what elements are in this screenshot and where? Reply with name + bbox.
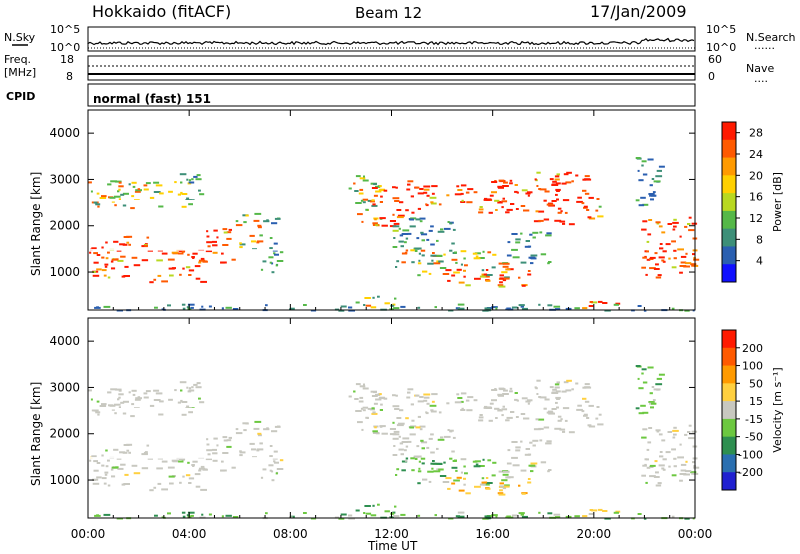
noise-tick-bottom: 10^0 <box>50 41 80 54</box>
power-panel: 1000 2000 3000 4000 Slant Range [km] 4 8 12 16… <box>29 109 784 312</box>
time-x-axis: 00:00 04:00 08:00 12:00 16:00 20:00 00:00 <box>71 110 713 541</box>
freq-left-label-1: Freq. <box>4 53 31 66</box>
y-tick-label: 2000 <box>49 219 80 233</box>
power-y-axis: 1000 2000 3000 4000 <box>49 126 695 279</box>
power-data <box>88 157 700 312</box>
cpid-value: normal (fast) 151 <box>93 92 211 106</box>
velocity-y-axis: 1000 2000 3000 4000 <box>49 334 695 487</box>
x-tick-label: 00:00 <box>71 527 106 541</box>
y-tick-label: 4000 <box>49 334 80 348</box>
y-tick-label: 4000 <box>49 126 80 140</box>
cpid-panel: CPID normal (fast) 151 <box>6 83 696 107</box>
x-tick-label: 00:00 <box>678 527 713 541</box>
colorbar-tick-label: 4 <box>756 255 763 268</box>
y-tick-label: 3000 <box>49 172 80 186</box>
colorbar-tick-label: 28 <box>749 127 763 140</box>
freq-left-label-2: [MHz] <box>4 66 36 79</box>
colorbar-tick-label: -15 <box>745 413 763 426</box>
station-title: Hokkaido (fitACF) <box>92 2 231 21</box>
nave-label: Nave <box>746 62 774 75</box>
beam-title: Beam 12 <box>355 4 422 22</box>
power-colorbar: 4 8 12 16 20 24 28 Power [dB] <box>721 121 784 283</box>
colorbar-tick-label: 20 <box>749 169 763 182</box>
colorbar-tick-label: 100 <box>742 360 763 373</box>
colorbar-label: Velocity [m s⁻¹] <box>771 367 784 452</box>
nave-line: .... <box>754 72 768 85</box>
colorbar-tick-label: 16 <box>749 191 763 204</box>
colorbar-tick-label: 15 <box>749 395 763 408</box>
freq-panel: Freq. [MHz] 18 8 60 0 Nave .... <box>4 53 774 85</box>
power-ylabel: Slant Range [km] <box>29 172 43 276</box>
noise-right-label: N.Search <box>746 31 796 44</box>
noise-tick-right-top: 10^5 <box>706 23 736 36</box>
velocity-colorbar: 200 100 50 15 -15 -50 -100 -200 Velocity [m s⁻¹] <box>721 329 784 491</box>
noise-tick-right-bottom: 10^0 <box>706 41 736 54</box>
x-tick-label: 04:00 <box>172 527 207 541</box>
colorbar-tick-label: -200 <box>738 466 763 479</box>
colorbar-tick-label: -50 <box>745 431 763 444</box>
x-tick-label: 20:00 <box>577 527 612 541</box>
noise-panel: N.Sky 10^5 10^0 10^5 10^0 N.Search .....… <box>4 23 796 54</box>
y-tick-label: 1000 <box>49 473 80 487</box>
x-tick-label: 12:00 <box>374 527 409 541</box>
velocity-ylabel: Slant Range [km] <box>29 382 43 486</box>
colorbar-label: Power [dB] <box>771 172 784 232</box>
x-axis-label: Time UT <box>367 539 418 553</box>
velocity-panel: 1000 2000 3000 4000 Slant Range [km] 200 100… <box>29 317 784 520</box>
noise-right-line: ...... <box>754 39 775 52</box>
y-tick-label: 3000 <box>49 380 80 394</box>
colorbar-tick-label: 8 <box>756 233 763 246</box>
freq-tick-left-top: 18 <box>60 53 74 66</box>
x-tick-label: 08:00 <box>273 527 308 541</box>
noise-tick-top: 10^5 <box>50 23 80 36</box>
y-tick-label: 1000 <box>49 265 80 279</box>
colorbar-tick-label: -100 <box>738 448 763 461</box>
cpid-label: CPID <box>6 90 35 103</box>
velocity-data <box>88 365 700 520</box>
noise-trace <box>87 37 695 49</box>
freq-tick-left-bottom: 8 <box>66 70 73 83</box>
x-tick-label: 16:00 <box>475 527 510 541</box>
colorbar-tick-label: 200 <box>742 342 763 355</box>
y-tick-label: 2000 <box>49 427 80 441</box>
noise-left-label: N.Sky <box>4 31 36 44</box>
freq-tick-right-top: 60 <box>708 53 722 66</box>
colorbar-tick-label: 50 <box>749 377 763 390</box>
colorbar-tick-label: 24 <box>749 148 763 161</box>
date-title: 17/Jan/2009 <box>590 2 687 21</box>
freq-tick-right-bottom: 0 <box>708 70 715 83</box>
colorbar-tick-label: 12 <box>749 212 763 225</box>
